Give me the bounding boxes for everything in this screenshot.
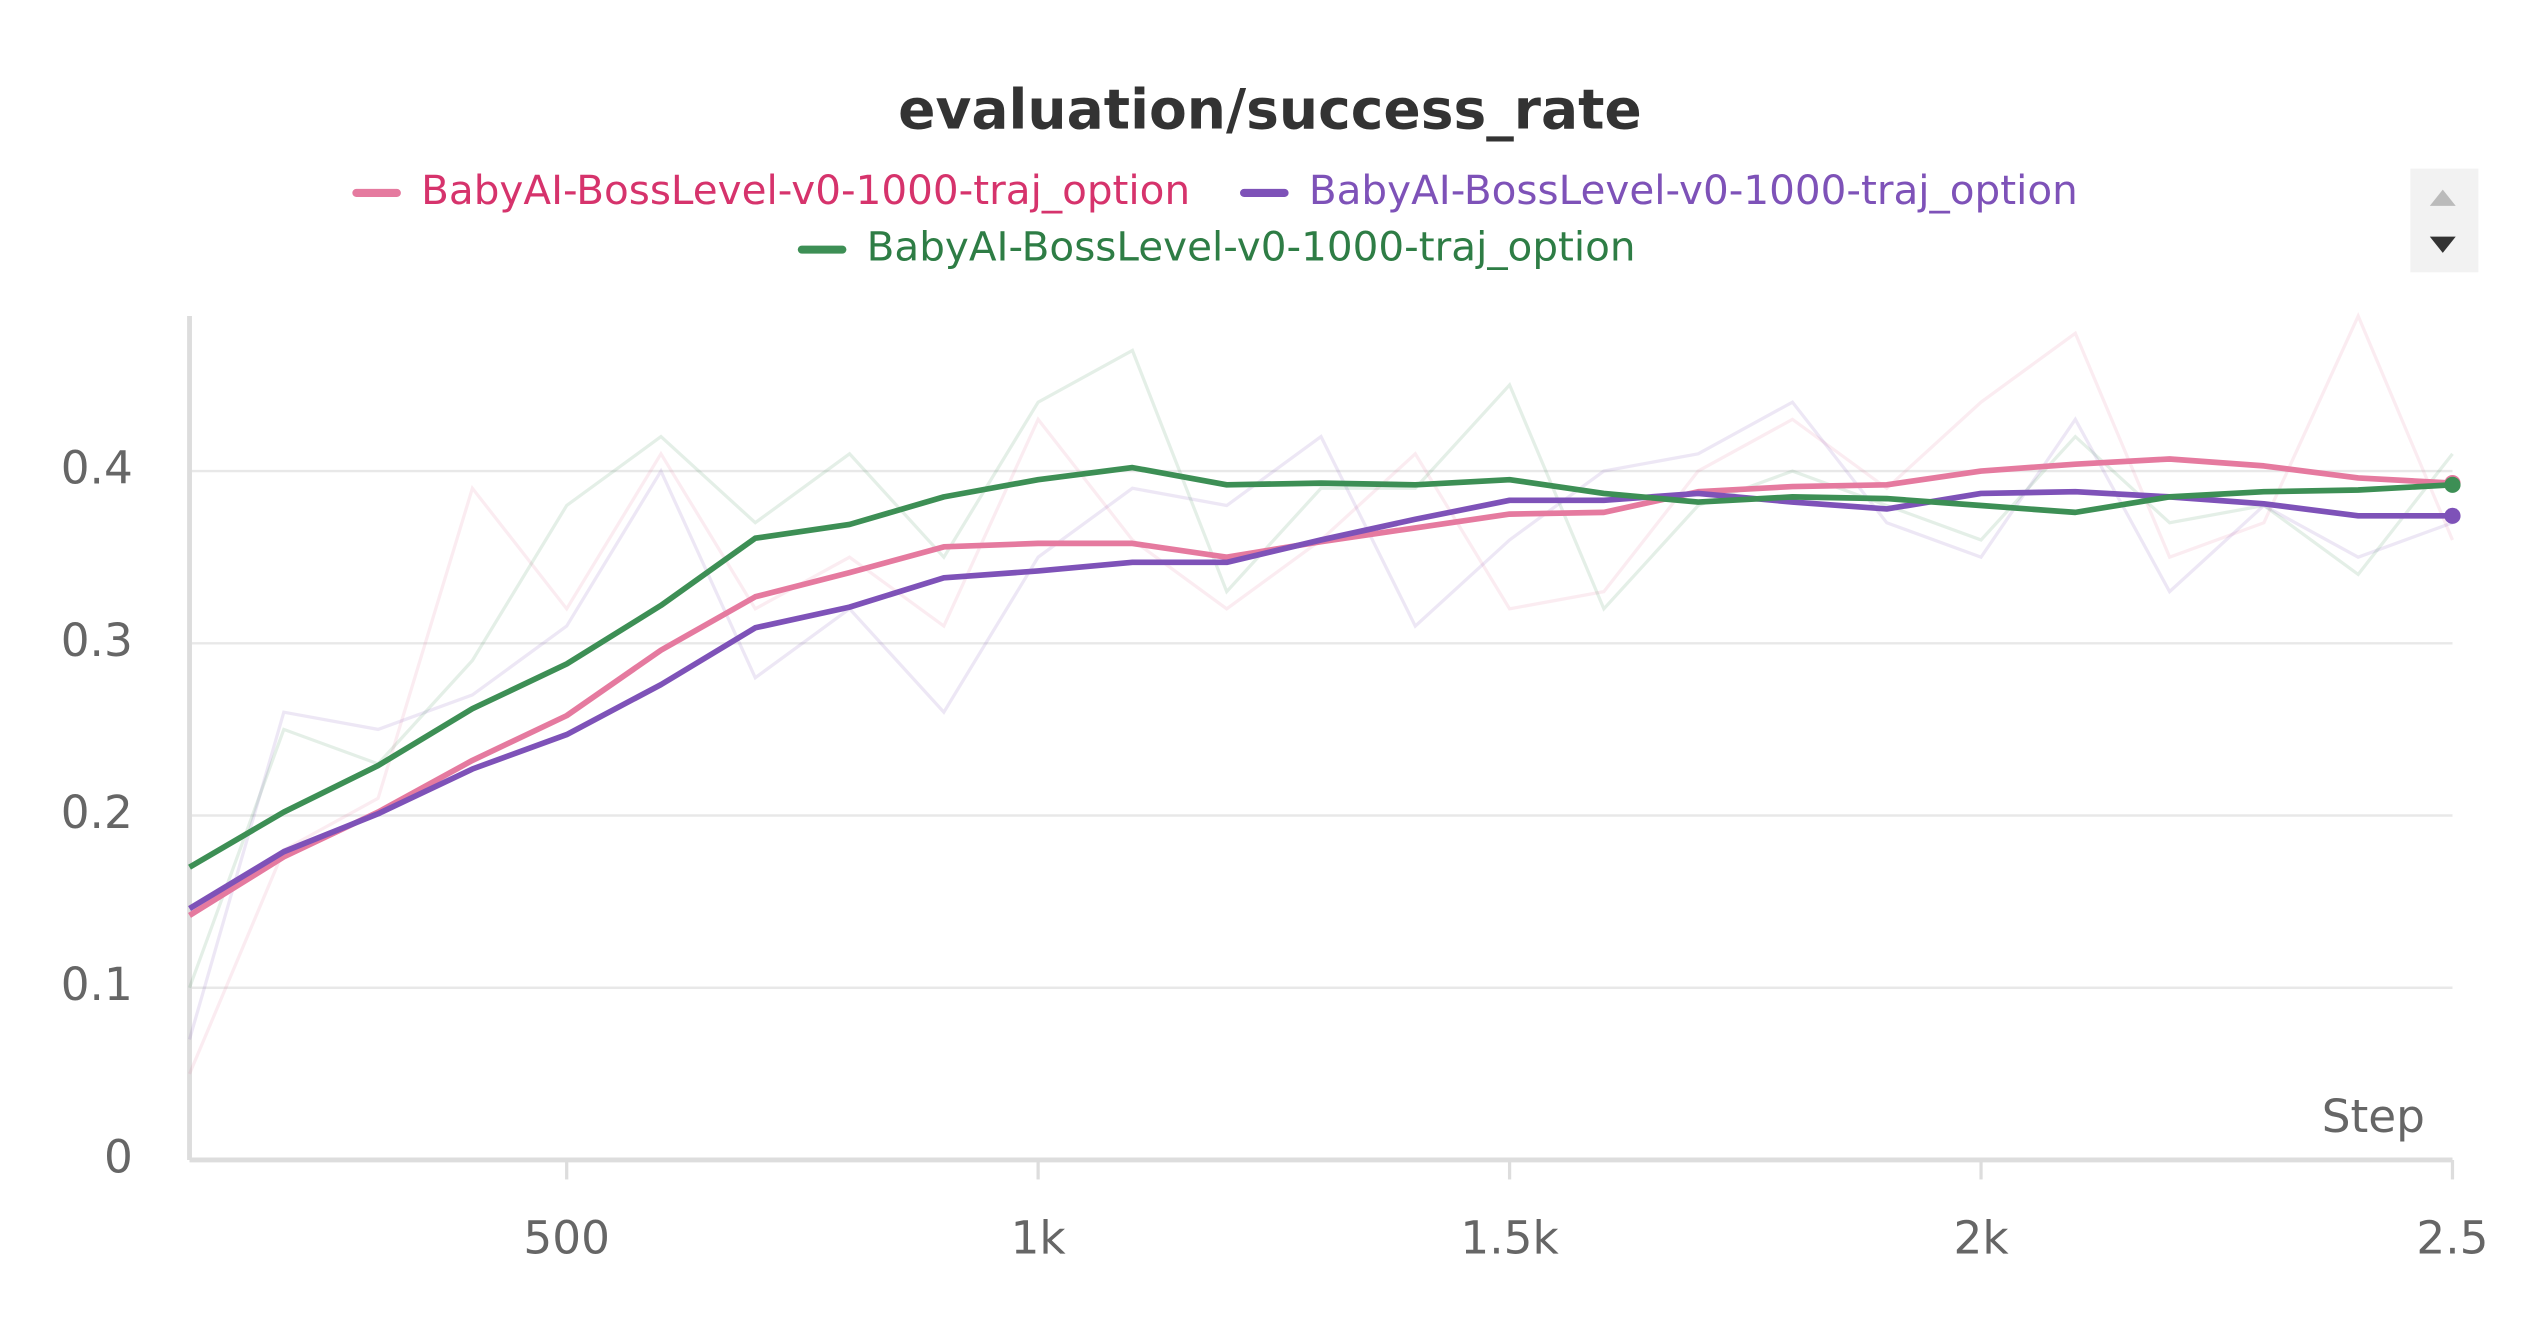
x-tick-label: 500 [523,1211,610,1264]
raw-line [188,348,2454,989]
y-tick-label: 0.3 [61,614,133,667]
x-axis-label: Step [2322,1090,2425,1143]
chart-title: evaluation/success_rate [898,78,1642,142]
x-tick-label: 2k [1953,1211,2009,1264]
y-tick-label: 0 [104,1130,133,1183]
y-tick-label: 0.4 [61,442,133,495]
scroll-box [2410,168,2479,273]
legend-label: BabyAI-BossLevel-v0-1000-traj_option [1309,166,2078,214]
end-dot [2444,476,2461,493]
scroll-down[interactable] [2429,236,2456,253]
series-line [188,456,2453,918]
raw-line [187,400,2454,1040]
y-tick-label: 0.1 [61,958,133,1011]
end-dot [2444,507,2461,524]
legend-label: BabyAI-BossLevel-v0-1000-traj_option [421,166,1190,214]
x-tick-label: 1.5k [1460,1211,1559,1264]
x-tick-label: 2.5 [2416,1211,2488,1264]
series-line [188,488,2453,911]
scroll-up[interactable] [2429,189,2456,206]
legend-label: BabyAI-BossLevel-v0-1000-traj_option [867,223,1636,271]
x-tick-label: 1k [1011,1211,1067,1264]
raw-line [188,312,2454,1075]
y-tick-label: 0.2 [61,786,133,839]
series-line [188,464,2453,870]
legend-scroll[interactable] [2410,168,2479,273]
